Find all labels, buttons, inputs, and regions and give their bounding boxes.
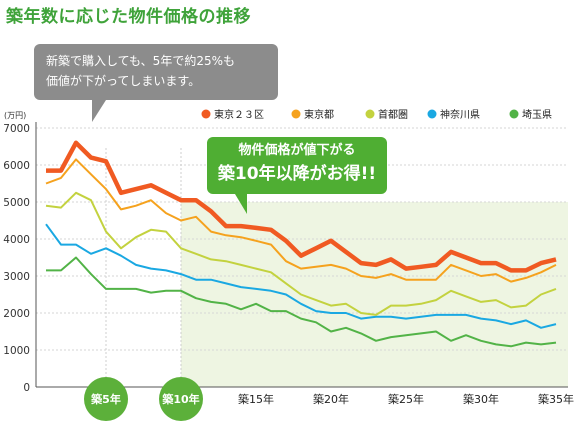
legend-marker — [365, 109, 375, 119]
x-axis-labels: 築5年 築10年 築15年 築20年 築25年 築30年 築35年 — [84, 377, 574, 421]
axes: 0 1000 2000 3000 4000 5000 6000 7000 (万円) — [3, 111, 568, 394]
legend-label: 東京都 — [304, 108, 334, 121]
y-tick-label: 7000 — [3, 123, 30, 135]
series-line — [46, 256, 557, 348]
callout-line-1: 物件価格が値下がる — [238, 143, 356, 158]
series-line — [45, 223, 557, 329]
series-lines — [45, 140, 557, 348]
legend-label: 神奈川県 — [440, 108, 480, 121]
promo-callout: 物件価格が値下がる 築10年以降がお得!! — [207, 137, 387, 214]
series-line — [46, 140, 557, 273]
highlight-region — [181, 202, 568, 387]
legend-marker — [201, 109, 211, 119]
series-line — [45, 191, 557, 316]
y-tick-label: 0 — [23, 382, 30, 394]
x-badge — [159, 377, 203, 421]
legend-label: 埼玉県 — [522, 108, 552, 121]
legend-marker — [509, 109, 519, 119]
x-tick-label: 築30年 — [463, 392, 499, 406]
x-tick-label: 築35年 — [538, 392, 574, 406]
callout-line-2: 築10年以降がお得!! — [217, 164, 377, 184]
legend-label: 東京２３区 — [214, 108, 264, 121]
legend: 東京２３区 東京都 首都圏 神奈川県 埼玉県 — [201, 108, 552, 121]
y-tick-label: 5000 — [3, 197, 30, 209]
y-tick-label: 1000 — [3, 345, 30, 357]
y-tick-label: 2000 — [3, 308, 30, 320]
page-title: 築年数に応じた物件価格の推移 — [6, 7, 251, 27]
x-tick-label: 築20年 — [313, 392, 349, 406]
x-badge — [84, 377, 128, 421]
legend-marker — [291, 109, 301, 119]
y-tick-label: 3000 — [3, 271, 30, 283]
note-bubble: 新築で購入しても、5年で約25%も 価値が下がってしまいます。 — [34, 44, 278, 122]
x-tick-label: 築15年 — [238, 392, 274, 406]
y-axis-unit: (万円) — [4, 111, 26, 120]
series-line — [45, 158, 557, 283]
x-badge-label: 築5年 — [90, 392, 121, 406]
legend-label: 首都圏 — [378, 108, 408, 121]
note-line-2: 価値が下がってしまいます。 — [46, 74, 201, 88]
note-line-1: 新築で購入しても、5年で約25%も — [46, 54, 235, 68]
highlight-box — [181, 202, 568, 387]
x-badge-label: 築10年 — [161, 392, 199, 406]
legend-marker — [427, 109, 437, 119]
y-tick-label: 6000 — [3, 160, 30, 172]
y-tick-label: 4000 — [3, 234, 30, 246]
x-tick-label: 築25年 — [388, 392, 424, 406]
